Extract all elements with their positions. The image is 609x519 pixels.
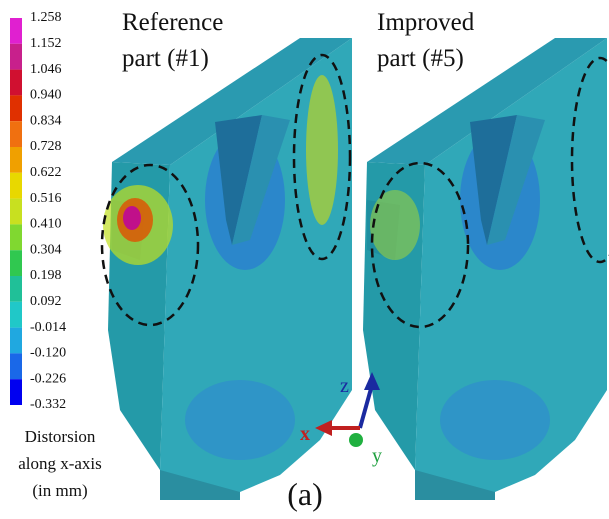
colorbar-swatch (10, 69, 22, 96)
colorbar-swatch (10, 18, 22, 44)
colorbar-swatch (10, 250, 22, 276)
part-reference (100, 38, 352, 500)
caption: (a) (287, 476, 323, 512)
colorbar-swatch (10, 121, 22, 147)
legend-title: along x-axis (18, 454, 102, 473)
legend-title: Distorsion (25, 427, 96, 446)
colorbar-swatch (10, 224, 22, 251)
colorbar-label: -0.332 (30, 397, 66, 412)
colorbar-label: 1.152 (30, 36, 62, 51)
legend-title: (in mm) (32, 481, 87, 500)
colorbar-label: 0.622 (30, 165, 62, 180)
axis-label: y (372, 445, 382, 467)
colorbar-swatch (10, 198, 22, 225)
colorbar-swatch (10, 301, 22, 328)
axis-label: x (300, 423, 310, 445)
colorbar-label: 0.092 (30, 294, 62, 309)
panel-title: part (#1) (122, 45, 209, 72)
colorbar-swatch (10, 172, 22, 199)
colorbar-label: 0.410 (30, 217, 62, 232)
colorbar-label: 0.728 (30, 139, 62, 154)
axis-label: z (340, 375, 349, 397)
colorbar-label: 1.046 (30, 62, 62, 77)
colorbar-swatch (10, 276, 22, 302)
axis-triad: z x y (300, 372, 382, 467)
colorbar-swatch (10, 327, 22, 354)
panel-title: Reference (122, 9, 223, 36)
colorbar-label: 1.258 (30, 10, 62, 25)
colorbar-swatch (10, 95, 22, 122)
colorbar-swatch (10, 43, 22, 70)
colorbar-label: 0.834 (30, 113, 62, 128)
colorbar-swatch (10, 379, 22, 405)
panel-title: part (#5) (377, 45, 464, 72)
panel-title: Improved (377, 9, 475, 36)
colorbar-label: 0.304 (30, 242, 62, 257)
colorbar-swatch (10, 147, 22, 173)
colorbar-label: 0.198 (30, 268, 62, 283)
colorbar-swatch (10, 353, 22, 380)
colorbar-label: -0.226 (30, 371, 66, 386)
part-improved (363, 38, 609, 500)
colorbar-label: 0.940 (30, 88, 62, 103)
colorbar: 1.258 1.152 1.046 0.940 0.834 0.728 0.622 0.516… (10, 10, 66, 412)
colorbar-label: -0.014 (30, 320, 66, 335)
colorbar-label: 0.516 (30, 191, 62, 206)
colorbar-label: -0.120 (30, 346, 66, 361)
